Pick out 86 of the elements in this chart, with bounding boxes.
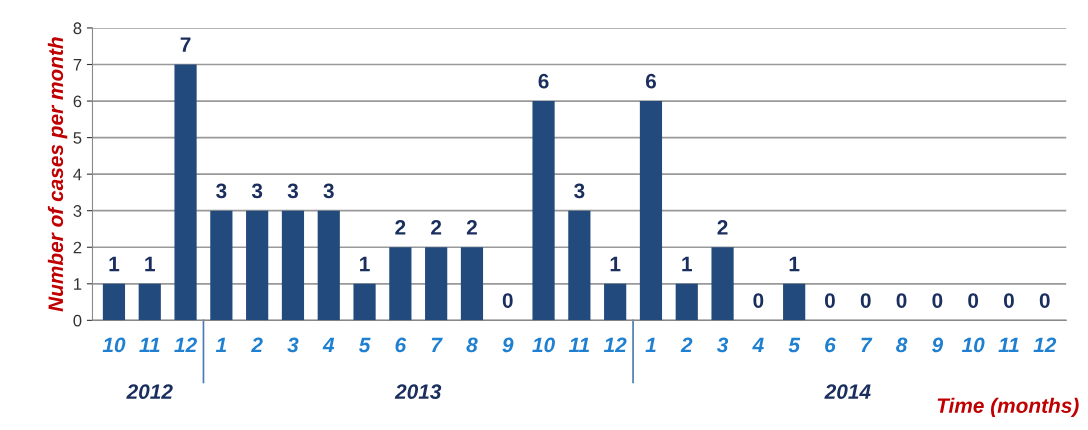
bar: [353, 283, 376, 321]
data-label: 0: [824, 293, 835, 308]
data-label: 3: [287, 183, 298, 199]
data-label: 0: [1003, 293, 1014, 308]
y-tick-label: 4: [73, 168, 82, 181]
bar: [711, 247, 734, 321]
x-tick-label: 8: [896, 337, 908, 353]
y-tick-label: 2: [73, 241, 82, 254]
x-tick-label: 12: [603, 337, 627, 353]
data-label: 1: [145, 256, 155, 272]
bar: [783, 283, 806, 321]
x-tick-label: 1: [645, 337, 656, 353]
x-tick-label: 11: [568, 337, 590, 353]
x-tick-label: 5: [358, 337, 371, 353]
data-label: 0: [502, 293, 513, 308]
x-tick-label: 8: [466, 337, 478, 353]
data-label: 1: [682, 256, 692, 272]
bar: [102, 283, 126, 321]
data-label: 2: [431, 220, 442, 235]
x-tick-label: 7: [861, 337, 873, 353]
data-label: 7: [180, 37, 191, 52]
x-tick-label: 3: [287, 337, 299, 353]
bar: [675, 283, 698, 321]
data-label: 6: [645, 73, 656, 89]
y-tick-label: 5: [73, 132, 82, 144]
bar: [210, 210, 233, 321]
x-tick-label: 4: [752, 337, 764, 353]
text: 2014: [824, 384, 871, 400]
data-label: 3: [251, 183, 263, 199]
bar: [639, 101, 663, 321]
y-tick-label: 7: [73, 59, 82, 71]
x-tick-label: 3: [716, 337, 729, 353]
data-label: 3: [574, 183, 585, 199]
data-label: 2: [717, 220, 728, 235]
y-tick-label: 1: [74, 278, 82, 290]
data-label: 0: [1039, 293, 1050, 308]
bar: [604, 283, 627, 321]
text: 2012: [126, 384, 173, 400]
x-tick-label: 10: [532, 337, 555, 353]
x-tick-label: 2: [680, 337, 693, 353]
y-tick-label: 6: [73, 95, 82, 108]
bar: [460, 247, 484, 321]
x-tick-label: 12: [1033, 337, 1057, 353]
y-tick-label: 3: [73, 205, 82, 217]
data-label: 0: [753, 293, 764, 308]
bar: [281, 210, 305, 321]
x-tick-label: 1: [215, 337, 227, 353]
x-tick-label: 7: [431, 337, 443, 353]
y-tick-label: 8: [73, 22, 82, 35]
x-axis-title: Time (months): [937, 397, 1079, 418]
x-tick-label: 11: [998, 337, 1019, 353]
text: 2013: [394, 384, 442, 400]
x-tick-label: 12: [174, 337, 197, 353]
bar: [532, 101, 555, 321]
data-label: 1: [789, 256, 800, 272]
x-tick-label: 9: [932, 337, 944, 353]
data-label: 2: [466, 220, 477, 235]
bar: [317, 210, 340, 321]
bar: [174, 64, 197, 321]
data-label: 3: [323, 183, 334, 199]
x-tick-label: 6: [825, 337, 836, 353]
x-tick-label: 10: [102, 337, 126, 353]
data-label: 0: [860, 293, 871, 308]
x-tick-label: 4: [322, 337, 335, 353]
y-axis-title: Number of cases per month: [47, 37, 68, 312]
data-label: 1: [109, 256, 120, 272]
bar: [568, 210, 591, 321]
data-label: 0: [896, 293, 907, 308]
x-tick-label: 6: [395, 337, 407, 353]
data-label: 2: [395, 220, 406, 235]
bar: [389, 247, 412, 321]
x-tick-label: 10: [961, 337, 985, 353]
data-label: 0: [932, 293, 943, 308]
bar: [246, 210, 269, 321]
x-tick-label: 5: [788, 337, 801, 353]
x-tick-label: 9: [502, 337, 514, 353]
data-label: 1: [610, 256, 621, 272]
data-label: 3: [216, 183, 227, 199]
bar: [425, 247, 448, 321]
data-label: 1: [360, 256, 370, 272]
data-label: 0: [968, 293, 979, 308]
bar: [138, 283, 161, 321]
data-label: 6: [538, 73, 549, 89]
x-tick-label: 2: [251, 337, 263, 353]
y-tick-label: 0: [73, 314, 82, 327]
x-tick-label: 11: [139, 337, 160, 353]
